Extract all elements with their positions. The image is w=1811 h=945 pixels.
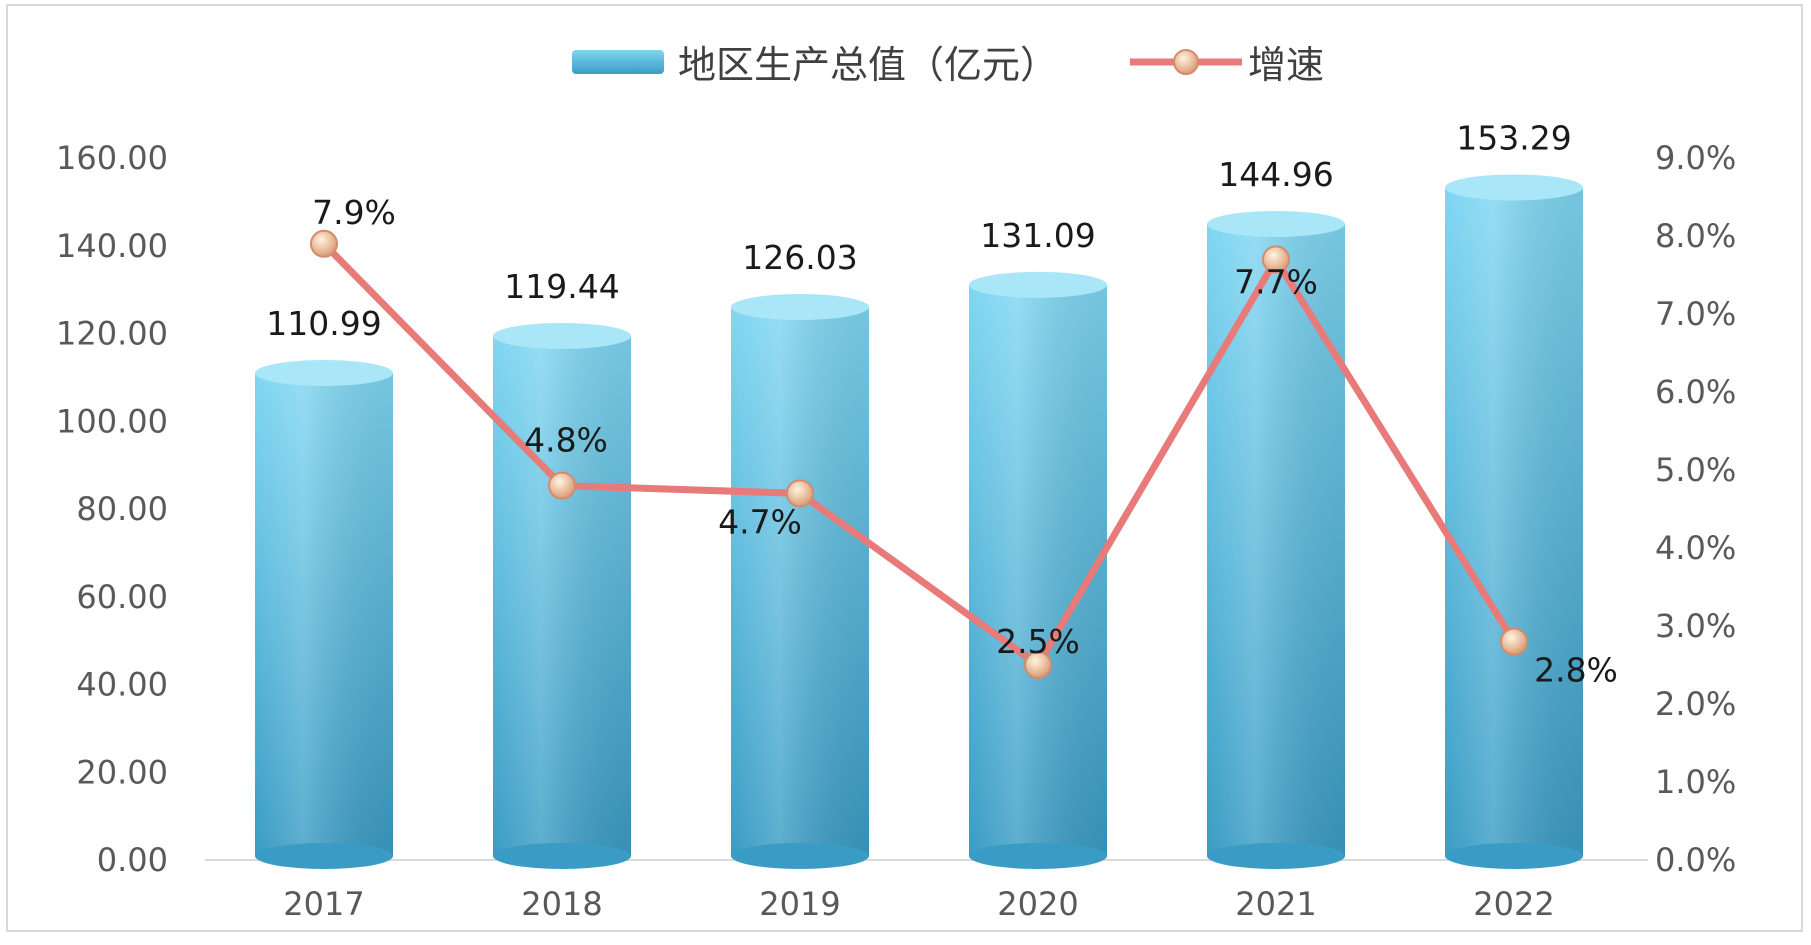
left-axis-tick-label: 80.00 bbox=[76, 490, 168, 528]
growth-marker bbox=[1024, 651, 1052, 679]
growth-marker bbox=[310, 229, 338, 258]
growth-marker bbox=[786, 479, 814, 508]
bar-base bbox=[1207, 843, 1345, 869]
growth-marker bbox=[1262, 245, 1290, 274]
line-value-labels: 7.9% 4.8% 4.7% 2.5% 7.7% 2.8% bbox=[312, 193, 1618, 690]
bar-top bbox=[493, 322, 631, 349]
growth-marker bbox=[1500, 627, 1528, 656]
bar-value-label: 131.09 bbox=[980, 216, 1095, 255]
bar-shade bbox=[493, 335, 631, 856]
right-axis-tick-label: 5.0% bbox=[1655, 451, 1736, 489]
x-axis: 2017 2018 2019 2020 2021 2022 bbox=[205, 859, 1648, 923]
x-axis-category-label: 2018 bbox=[521, 885, 602, 923]
right-axis-tick-label: 6.0% bbox=[1655, 373, 1736, 411]
bar-2022 bbox=[1445, 174, 1583, 869]
x-axis-category-label: 2021 bbox=[1235, 885, 1316, 923]
bar-shade bbox=[731, 307, 869, 857]
growth-line bbox=[321, 241, 1517, 669]
x-axis-category-label: 2017 bbox=[283, 885, 364, 923]
bar-top bbox=[255, 360, 393, 387]
bar-base bbox=[493, 843, 631, 869]
bar-top bbox=[1207, 210, 1345, 237]
x-axis-category-label: 2019 bbox=[759, 885, 840, 923]
bar-shade bbox=[255, 373, 393, 856]
growth-value-label: 7.7% bbox=[1234, 262, 1318, 301]
right-axis-tick-label: 7.0% bbox=[1655, 295, 1736, 333]
bar-top bbox=[1445, 174, 1583, 201]
right-axis-tick-label: 3.0% bbox=[1655, 607, 1736, 645]
bar-2020 bbox=[969, 271, 1107, 869]
x-axis-category-label: 2022 bbox=[1473, 885, 1554, 923]
bar-value-label: 144.96 bbox=[1218, 155, 1333, 194]
right-axis-tick-label: 8.0% bbox=[1655, 217, 1736, 255]
bar-value-label: 126.03 bbox=[742, 238, 857, 277]
bar-base bbox=[731, 843, 869, 869]
legend-line-marker bbox=[1173, 49, 1199, 75]
bar-2019 bbox=[731, 294, 869, 869]
bar-2018 bbox=[493, 322, 631, 869]
bar-value-labels: 110.99 119.44 126.03 131.09 144.96 153.29 bbox=[266, 118, 1571, 343]
left-axis-tick-label: 160.00 bbox=[56, 139, 168, 177]
right-axis: 0.0% 1.0% 2.0% 3.0% 4.0% 5.0% 6.0% 7.0% 8.0% 9.0% bbox=[1655, 139, 1736, 879]
bar-shade bbox=[969, 284, 1107, 856]
left-axis-tick-label: 60.00 bbox=[76, 578, 168, 616]
legend-bar-swatch bbox=[572, 50, 664, 74]
left-axis-tick-label: 100.00 bbox=[56, 402, 168, 440]
growth-line-series bbox=[310, 229, 1528, 679]
growth-value-label: 2.8% bbox=[1534, 651, 1618, 690]
left-axis-tick-label: 40.00 bbox=[76, 666, 168, 704]
bar-series bbox=[255, 174, 1583, 869]
bar-value-label: 119.44 bbox=[504, 267, 619, 306]
legend: 地区生产总值（亿元） 增速 bbox=[572, 43, 1324, 87]
bar-shade bbox=[1445, 187, 1583, 856]
bar-2021 bbox=[1207, 210, 1345, 869]
right-axis-tick-label: 1.0% bbox=[1655, 763, 1736, 801]
left-axis: 0.00 20.00 40.00 60.00 80.00 100.00 120.00 140.… bbox=[56, 139, 168, 879]
growth-value-label: 4.8% bbox=[524, 421, 608, 460]
growth-value-label: 7.9% bbox=[312, 193, 396, 232]
bar-value-label: 110.99 bbox=[266, 304, 381, 343]
growth-value-label: 4.7% bbox=[718, 502, 802, 541]
bar-base bbox=[255, 843, 393, 869]
right-axis-tick-label: 2.0% bbox=[1655, 685, 1736, 723]
right-axis-tick-label: 4.0% bbox=[1655, 529, 1736, 567]
left-axis-tick-label: 20.00 bbox=[76, 753, 168, 791]
bar-shade bbox=[1207, 223, 1345, 856]
bar-base bbox=[1445, 843, 1583, 869]
left-axis-tick-label: 0.00 bbox=[97, 841, 168, 879]
bar-top bbox=[969, 271, 1107, 298]
growth-marker bbox=[548, 471, 576, 500]
bar-2017 bbox=[255, 360, 393, 869]
x-axis-category-label: 2020 bbox=[997, 885, 1078, 923]
bar-value-label: 153.29 bbox=[1456, 118, 1571, 157]
legend-bar-label: 地区生产总值（亿元） bbox=[678, 43, 1058, 87]
bar-top bbox=[731, 294, 869, 321]
left-axis-tick-label: 140.00 bbox=[56, 227, 168, 265]
bar-base bbox=[969, 843, 1107, 869]
right-axis-tick-label: 9.0% bbox=[1655, 139, 1736, 177]
left-axis-tick-label: 120.00 bbox=[56, 315, 168, 353]
legend-line-label: 增速 bbox=[1248, 43, 1324, 87]
right-axis-tick-label: 0.0% bbox=[1655, 841, 1736, 879]
growth-value-label: 2.5% bbox=[996, 622, 1080, 661]
